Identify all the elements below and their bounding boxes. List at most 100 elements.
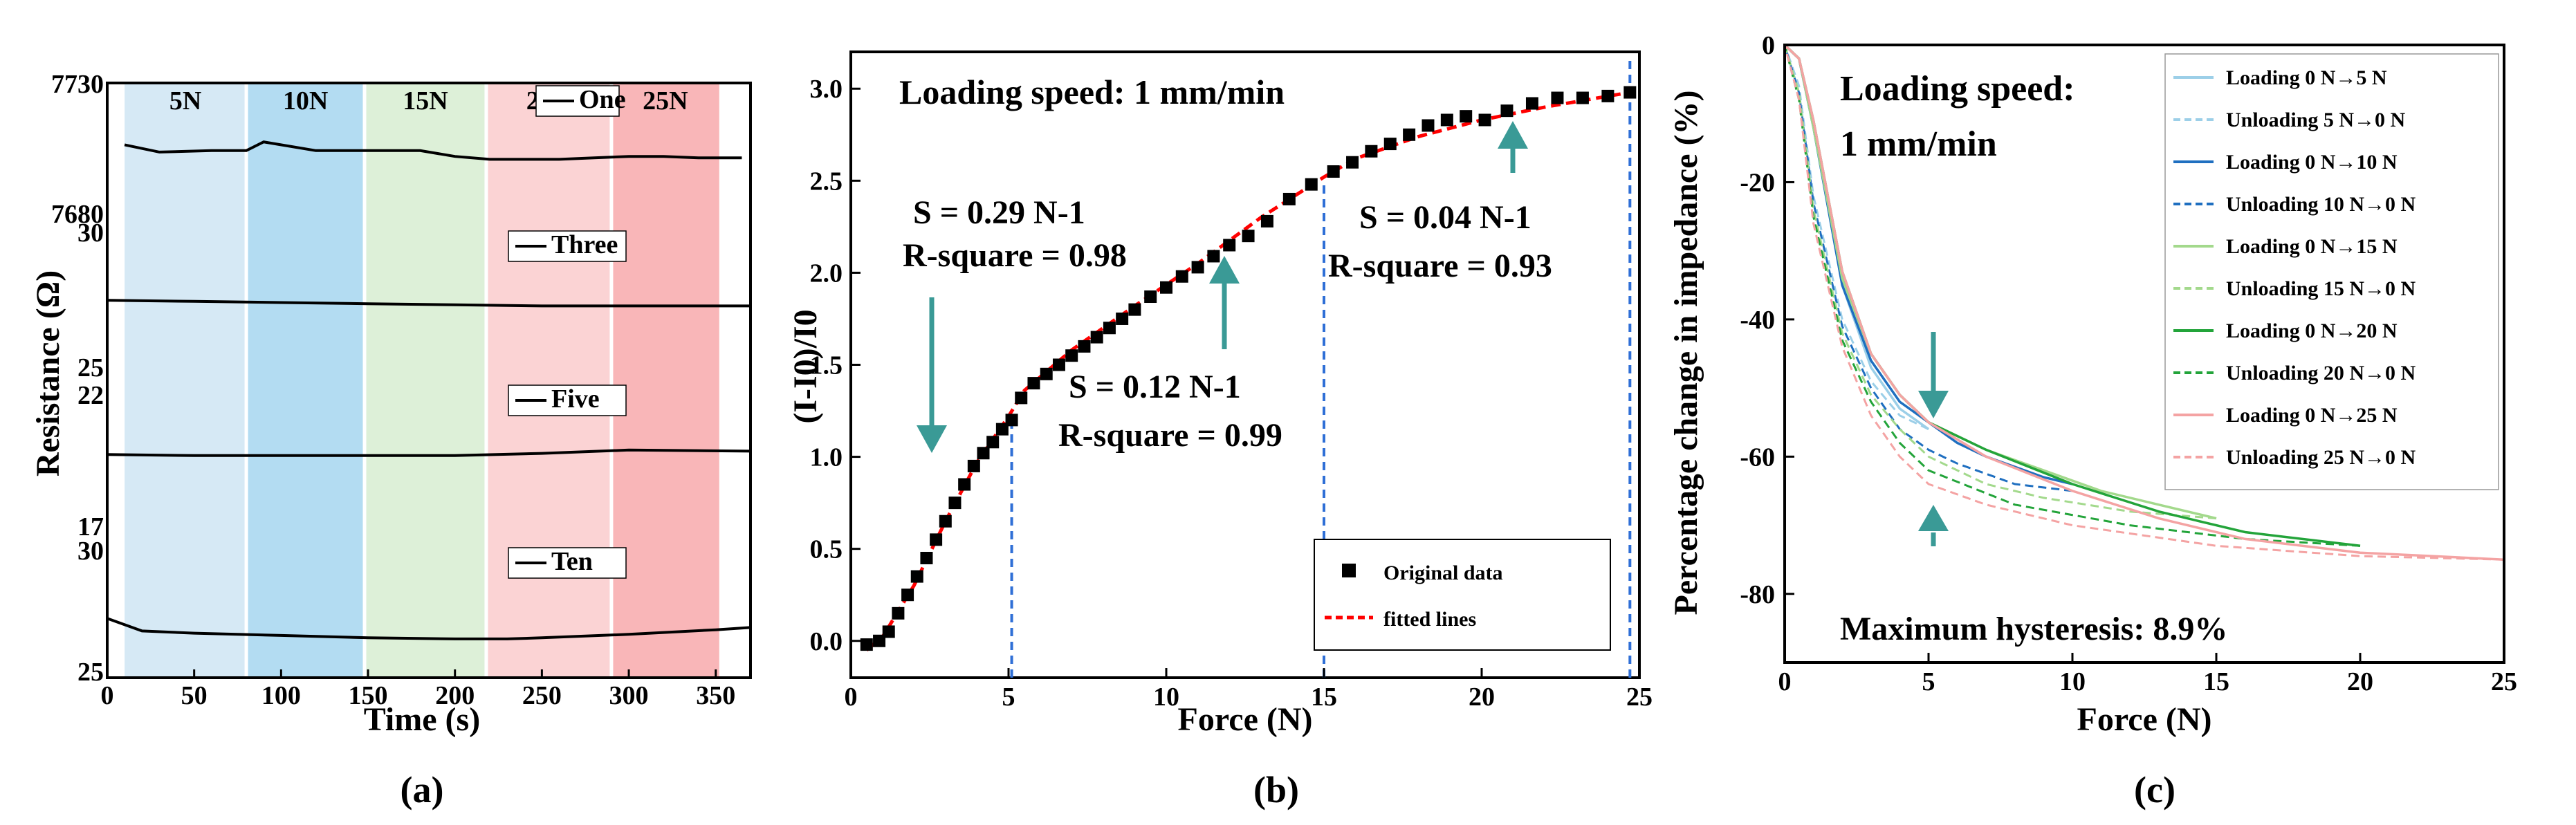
b-data-point: [882, 625, 895, 638]
panel-c-arrows: [1918, 332, 1949, 546]
c-legend-label-3: Unloading 10 N→0 N: [2226, 193, 2416, 216]
a-xtick-label-2: 100: [261, 681, 301, 710]
c-legend-label-0: Loading 0 N→5 N: [2226, 66, 2387, 89]
b-data-point: [1440, 113, 1453, 127]
band-label-0: 5N: [169, 86, 201, 115]
b-data-point: [1403, 128, 1416, 141]
b-legend-0: Original data: [1383, 562, 1503, 584]
b-data-point: [910, 570, 923, 583]
arrow-up-head-icon-2: [1498, 121, 1528, 149]
b-data-point: [1116, 312, 1129, 325]
c-series-1: [1783, 44, 1929, 430]
b-ann2-s: S = 0.12 N-1: [1069, 369, 1241, 405]
panel-b-xlabel: Force (N): [1178, 701, 1313, 738]
panel-c-legend: Loading 0 N→5 N Unloading 5 N→0 N Loading …: [2164, 53, 2499, 490]
b-data-point: [1327, 165, 1340, 178]
c-series-4: [1783, 44, 2217, 520]
arrow-up-head-icon: [1209, 256, 1240, 284]
c-legend-label-1: Unloading 5 N→0 N: [2226, 109, 2406, 131]
band-label-4: 25N: [643, 86, 688, 115]
b-data-point: [930, 533, 943, 546]
b-data-point: [1525, 97, 1538, 110]
arrow-up-head-icon-3: [1918, 505, 1949, 531]
b-data-point: [986, 436, 1000, 449]
c-legend-label-2: Loading 0 N→10 N: [2226, 151, 2398, 174]
c-legend-label-9: Unloading 25 N→0 N: [2226, 446, 2416, 469]
b-xtick-label-5: 25: [1626, 683, 1653, 712]
a-xtick-label-4: 200: [435, 681, 475, 710]
b-data-point: [1005, 414, 1018, 427]
a-ytick-top-0: 7730: [51, 70, 104, 99]
b-data-point: [1175, 270, 1188, 283]
c-legend-label-6: Loading 0 N→20 N: [2226, 319, 2398, 342]
b-data-point: [1460, 110, 1473, 123]
c-xtick-label-4: 20: [2347, 667, 2373, 696]
panel-c-ylabel: Percentage change in impedance (%): [1668, 91, 1704, 615]
b-data-point: [901, 588, 914, 602]
b-legend-1: fitted lines: [1383, 608, 1476, 631]
b-xtick-label-2: 10: [1153, 683, 1179, 712]
b-ann3-s: S = 0.04 N-1: [1359, 199, 1531, 236]
arrow-down-head-icon: [917, 425, 947, 453]
b-data-point: [939, 515, 952, 528]
b-data-point: [1346, 156, 1359, 169]
b-data-point: [1601, 89, 1614, 102]
b-data-point: [860, 638, 873, 651]
series-line-three: [107, 299, 751, 308]
panel-b-legend: Original data fitted lines: [1314, 539, 1611, 651]
b-data-point: [1551, 91, 1564, 104]
a-ytick-top-1: 30: [77, 219, 104, 248]
b-ytick-label-5: 2.5: [810, 167, 843, 196]
b-data-point: [1260, 214, 1273, 228]
b-ytick-label-3: 1.5: [810, 351, 843, 380]
c-ytick-label-3: -60: [1740, 443, 1775, 472]
b-data-point: [1015, 391, 1028, 405]
band-3: [486, 83, 611, 678]
b-ytick-label-6: 3.0: [810, 75, 843, 104]
b-data-point: [1207, 250, 1220, 263]
panel-c-frame: [1783, 44, 2505, 664]
b-ytick-label-1: 0.5: [810, 535, 843, 564]
b-data-point: [1282, 192, 1296, 205]
b-data-point: [1623, 86, 1637, 99]
series-line-ten: [107, 617, 751, 640]
c-series-9: [1783, 44, 2505, 561]
b-data-point: [1422, 119, 1435, 132]
b-data-point: [1078, 340, 1091, 353]
b-data-point: [1065, 349, 1078, 362]
b-xtick-label-4: 20: [1469, 683, 1495, 712]
panel-b-ylabel: (I-I0)/I0: [787, 309, 824, 423]
a-xtick-label-5: 250: [522, 681, 562, 710]
b-data-point: [1478, 113, 1491, 127]
b-ytick-label-4: 2.0: [810, 259, 843, 288]
b-data-point: [977, 447, 990, 460]
c-series-5: [1783, 44, 2217, 520]
panel-b-arrows: [917, 121, 1528, 453]
b-data-point: [1223, 239, 1236, 252]
series-line-five: [107, 448, 751, 457]
band-2: [365, 83, 486, 678]
band-label-2: 15N: [403, 86, 448, 115]
b-data-point: [1160, 281, 1172, 294]
legend-box-2: [508, 384, 627, 416]
b-ytick-label-0: 0.0: [810, 627, 843, 656]
panel-c-hysteresis: Maximum hysteresis: 8.9%: [1840, 611, 2227, 647]
c-ytick-label-1: -20: [1740, 168, 1775, 197]
panel-c-caption: (c): [2134, 769, 2175, 810]
b-data-point: [1090, 331, 1103, 344]
band-0: [125, 83, 247, 678]
b-ann2-r: R-square = 0.99: [1058, 417, 1282, 454]
legend-label-1: Three: [551, 230, 618, 259]
panel-a-ylabel: Resistance (Ω): [30, 270, 66, 476]
panel-a-xlabel: Time (s): [364, 701, 480, 738]
b-data-point: [1242, 230, 1255, 243]
b-data-point: [1191, 261, 1204, 274]
b-data-point: [1128, 303, 1141, 316]
b-data-point: [892, 606, 905, 620]
panel-c-annotation-2: 1 mm/min: [1840, 124, 1997, 164]
band-4: [611, 83, 719, 678]
a-ytick-bottom-2: 17: [77, 512, 104, 541]
a-ytick-bottom-0: 7680: [51, 200, 104, 229]
b-data-point: [948, 497, 962, 510]
c-ytick-label-4: -80: [1740, 580, 1775, 609]
